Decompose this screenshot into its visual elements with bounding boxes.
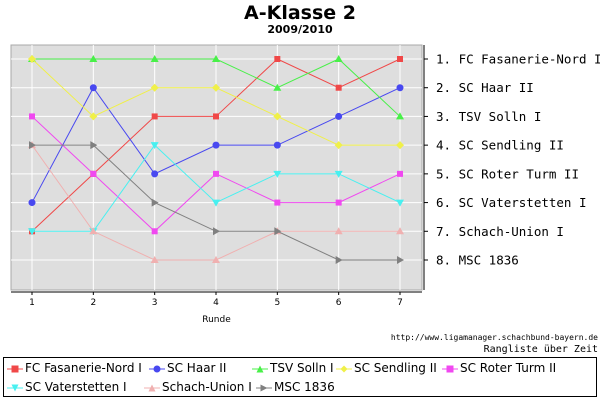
series-point — [150, 256, 159, 263]
series-point — [397, 56, 403, 62]
source-caption: Rangliste über Zeit — [483, 344, 598, 355]
series-point — [29, 113, 35, 120]
rank-label: 3. TSV Solln I — [436, 109, 541, 124]
rank-label: 2. SC Haar II — [436, 80, 534, 95]
series-point — [28, 199, 36, 207]
source-url: http://www.ligamanager.schachbund-bayern… — [390, 333, 598, 342]
x-tick-label: 5 — [274, 298, 280, 308]
chart-legend: FC Fasanerie-Nord I SC Haar II TSV Solln I… — [3, 357, 597, 397]
legend-item: SC Haar II — [149, 361, 226, 375]
legend-item: SC Vaterstetten I — [7, 380, 127, 394]
legend-item: TSV Solln I — [252, 361, 334, 375]
x-tick-label: 4 — [213, 298, 219, 308]
series-point — [29, 141, 36, 150]
series-point — [273, 83, 282, 91]
legend-marker-icon — [442, 365, 458, 372]
series-point — [90, 170, 97, 177]
series-point — [89, 55, 98, 62]
legend-label: FC Fasanerie-Nord I — [25, 361, 142, 375]
series-point — [273, 112, 282, 121]
legend-item: MSC 1836 — [256, 380, 335, 394]
series-point — [334, 227, 343, 235]
legend-item: SC Sendling II — [336, 361, 437, 375]
x-tick-label: 7 — [397, 298, 403, 308]
x-tick-label: 6 — [336, 298, 342, 308]
series-point — [212, 199, 220, 207]
legend-label: MSC 1836 — [274, 380, 335, 394]
series-point — [334, 55, 343, 62]
series-point — [212, 55, 220, 62]
series-point — [28, 228, 36, 236]
series-point — [274, 56, 281, 62]
series-point — [274, 199, 281, 206]
series-point — [151, 170, 159, 178]
series-point — [212, 256, 220, 263]
legend-label: SC Sendling II — [354, 361, 437, 375]
series-point — [335, 256, 343, 264]
x-tick-label: 1 — [29, 298, 35, 308]
series-point — [89, 112, 98, 121]
series-point — [396, 84, 404, 92]
series-point — [335, 112, 343, 120]
series-point — [151, 198, 159, 207]
legend-label: SC Roter Turm II — [460, 361, 557, 375]
legend-marker-icon — [252, 365, 268, 372]
rank-label: 7. Schach-Union I — [436, 224, 564, 239]
legend-label: SC Haar II — [167, 361, 227, 375]
series-point — [273, 141, 281, 149]
legend-label: TSV Solln I — [270, 361, 334, 375]
rank-label: 4. SC Sendling II — [436, 138, 564, 153]
series-point — [213, 113, 219, 120]
x-tick-label: 2 — [90, 298, 96, 308]
series-point — [150, 83, 159, 92]
series-point — [396, 141, 404, 150]
legend-marker-icon — [149, 365, 165, 372]
series-point — [212, 83, 220, 92]
legend-marker-icon — [7, 384, 23, 391]
series-point — [28, 55, 36, 63]
legend-item: Schach-Union I — [144, 380, 252, 394]
rank-label: 6. SC Vaterstetten I — [436, 195, 587, 210]
series-point — [335, 84, 342, 91]
chart-title: A-Klasse 2 — [244, 2, 356, 24]
series-point — [397, 170, 403, 177]
legend-item: SC Roter Turm II — [442, 361, 556, 375]
legend-marker-icon — [256, 384, 272, 391]
series-point — [213, 170, 219, 177]
series-point — [151, 113, 158, 120]
series-point — [274, 227, 282, 236]
series-point — [334, 141, 343, 150]
legend-label: SC Vaterstetten I — [25, 380, 127, 394]
series-point — [151, 228, 158, 235]
legend-label: Schach-Union I — [162, 380, 252, 394]
x-tick-label: 3 — [152, 298, 158, 308]
series-point — [150, 55, 159, 62]
x-axis-label: Runde — [202, 315, 231, 325]
legend-marker-icon — [7, 365, 23, 372]
series-point — [334, 170, 343, 178]
series-point — [213, 227, 220, 236]
rank-label: 5. SC Roter Turm II — [436, 166, 579, 181]
legend-item: FC Fasanerie-Nord I — [7, 361, 142, 375]
rank-label: 1. FC Fasanerie-Nord I — [436, 52, 600, 67]
series-point — [90, 141, 98, 150]
series-point — [273, 170, 282, 178]
series-point — [335, 199, 342, 206]
series-point — [150, 142, 159, 150]
chart-subtitle: 2009/2010 — [267, 23, 333, 36]
rank-label: 8. MSC 1836 — [436, 253, 519, 268]
series-point — [212, 141, 220, 149]
legend-marker-icon — [144, 384, 160, 391]
legend-marker-icon — [336, 365, 352, 372]
series-point — [89, 227, 98, 235]
series-point — [89, 84, 97, 92]
series-point — [396, 227, 404, 235]
series-point — [396, 112, 404, 120]
series-point — [397, 256, 404, 264]
series-point — [396, 199, 404, 207]
